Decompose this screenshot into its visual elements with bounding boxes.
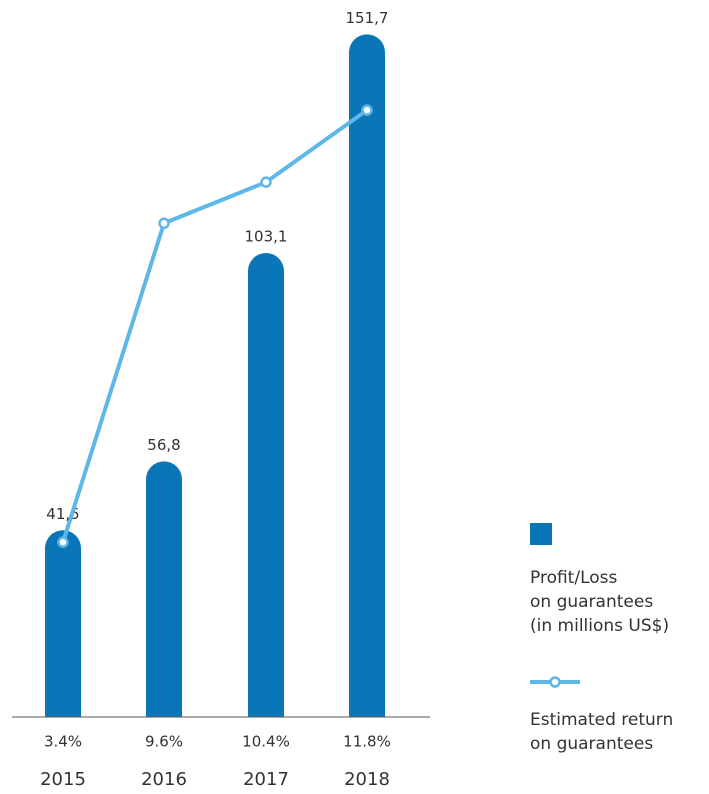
x-tick-label: 2016: [141, 769, 187, 790]
x-tick-label: 2015: [40, 769, 86, 790]
bar-value-label: 56,8: [147, 436, 180, 454]
line: [61, 108, 369, 543]
bar-value-label: 151,7: [346, 9, 389, 27]
legend-marker: [549, 676, 561, 688]
legend-swatch: [530, 523, 552, 545]
bar: [349, 34, 385, 718]
line-marker: [260, 176, 272, 188]
line-marker: [158, 217, 170, 230]
legend-label: Profit/Loss on guarantees (in millions U…: [530, 568, 670, 636]
line-value-label: 11.8%: [343, 733, 391, 751]
bar: [146, 461, 182, 717]
x-tick-label: 2018: [344, 769, 390, 790]
bar: [45, 530, 81, 717]
bar-value-label: 103,1: [245, 228, 288, 246]
line-value-label: 3.4%: [44, 733, 82, 751]
line-value-label: 9.6%: [145, 733, 183, 751]
line-marker: [361, 104, 373, 116]
line-marker: [57, 536, 69, 548]
line-value-label: 10.4%: [242, 733, 290, 751]
bar: [248, 253, 284, 717]
x-tick-label: 2017: [243, 769, 289, 790]
legend-label: Estimated return on guarantees: [530, 710, 674, 754]
